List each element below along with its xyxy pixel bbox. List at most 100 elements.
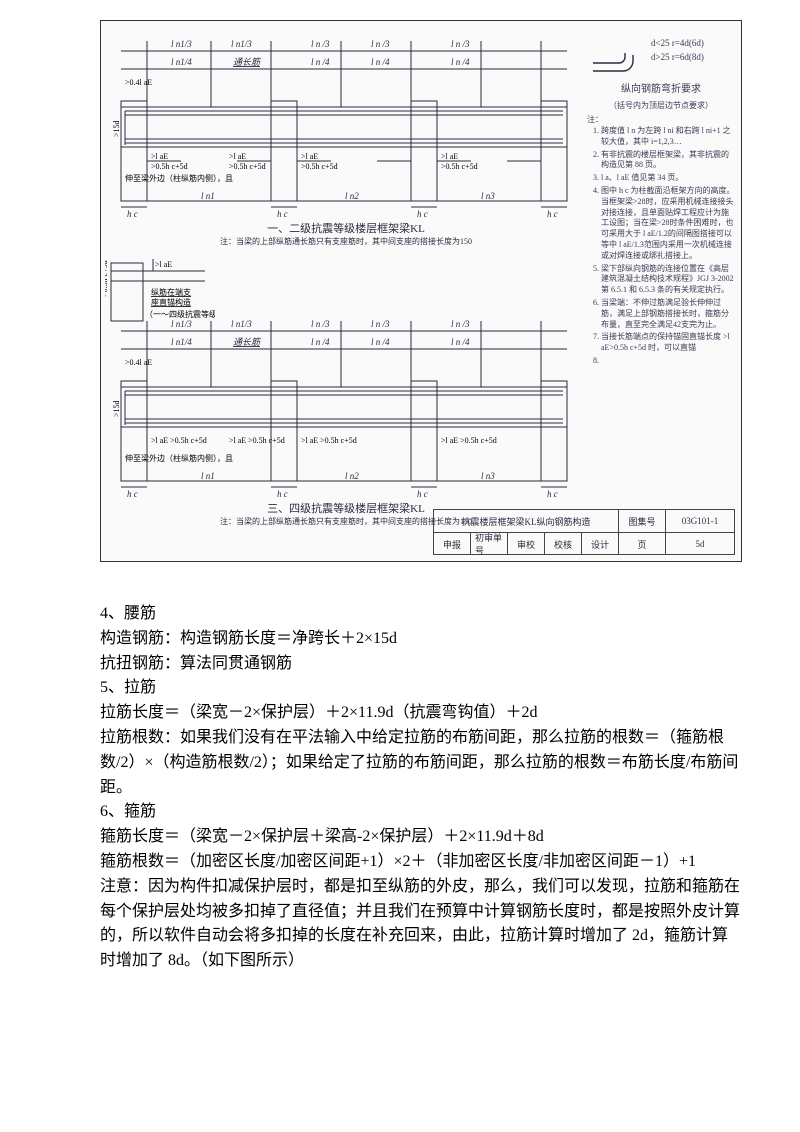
dim: l n1/3 [171,319,192,329]
body-line: 4、腰筋 [100,602,740,627]
dim: 伸至梁外边（柱纵筋内侧），且 [125,453,233,463]
dim: l n /3 [451,319,470,329]
diagram-side-panel: d<25 r=4d(6d) d>25 r=6d(8d) 纵向钢筋弯折要求 （括号… [587,31,735,507]
dim: l n1/4 [171,57,192,67]
dim: >0.5h c+5d [229,162,266,171]
beam-elevation-2: l n1/3 l n1/3 l n /3 l n /3 l n /3 l n1/… [111,311,581,501]
dim: l n /3 [371,39,390,49]
body-line: 5、拉筋 [100,676,740,701]
dim: >l aE [301,152,318,161]
hook-dim-1: d<25 r=4d(6d) [651,37,704,49]
tb-page: 5d [666,533,734,555]
tb-cell: 校核 [545,533,582,555]
dim: l n /4 [311,337,330,347]
body-line: 拉筋长度＝（梁宽－2×保护层）＋2×11.9d（抗震弯钩值）＋2d [100,701,740,726]
body-line: 构造钢筋：构造钢筋长度＝净跨长＋2×15d [100,627,740,652]
dim: >l aE >0.5h c+5d [229,436,285,445]
dim: l n1 [201,471,215,481]
dim: l n /4 [451,57,470,67]
dim: 通长筋 [233,57,262,67]
dim: >l aE [155,260,172,269]
hook-detail: d<25 r=4d(6d) d>25 r=6d(8d) [587,31,735,77]
dim: 通长筋 [233,337,262,347]
dim: h c [127,489,138,499]
body-line: 箍筋根数＝（加密区长度/加密区间距+1）×2＋（非加密区长度/非加密区间距－1）… [100,850,740,875]
dim: >0.4l aE [125,78,152,87]
tb-cell: 设计 [582,533,619,555]
caption-text: 三、四级抗震等级楼层框架梁KL [267,503,425,515]
side-note: l a、l aE 值见第 34 页。 [601,173,735,184]
dim: l n1/4 [171,337,192,347]
dim: h c [277,209,288,219]
dim: h c [127,209,138,219]
caption-text: 一、二级抗震等级楼层框架梁KL [267,223,425,235]
dim: l n1/3 [231,319,252,329]
title-block: 抗震楼层框架梁KL纵向钢筋构造 图集号 03G101-1 申报 初审单号 审校 … [433,509,735,555]
dim: l n /4 [371,337,390,347]
dim: 伸至梁外边（柱纵筋内侧），且 [125,173,233,183]
dim: l n /4 [371,57,390,67]
section1-caption: 一、二级抗震等级楼层框架梁KL 注：当梁的上部纵筋通长筋只有支座筋时，其中间支座… [111,220,581,247]
dim: >l aE [151,152,168,161]
body-line: 6、箍筋 [100,800,740,825]
dim: >0.5h c+5d [151,162,188,171]
dim: l n1/3 [171,39,192,49]
dim: >0.5h c+5d [105,260,109,297]
side-note: 当接长筋端点的保持锚固直锚长度 >l aE>0.5h c+5d 时，可以直锚 [601,332,735,354]
dim: >0.5h c+5d [301,162,338,171]
diagram-section-1: l n1/3 l n1/3 l n /3 l n /3 l n /3 l n1/… [111,31,581,251]
body-line: 注意：因为构件扣减保护层时，都是扣至纵筋的外皮，那么，我们可以发现，拉筋和箍筋在… [100,875,740,974]
sheet-no: 03G101-1 [666,510,734,532]
dim: >l aE >0.5h c+5d [301,436,357,445]
body-line: 拉筋根数：如果我们没有在平法输入中给定拉筋的布筋间距，那么拉筋的根数＝（箍筋根数… [100,726,740,800]
dim: h c [547,209,558,219]
drawing-title: 抗震楼层框架梁KL纵向钢筋构造 [434,510,619,532]
side-note: 当梁端：不伸过筋满足验长伸伸过筋，满足上部钢筋搭接长时，箍筋分布量，直至完全满足… [601,298,735,330]
side-notes-list: 跨度值 l n 为左跨 l ni 和右跨 l ni+1 之较大值，其中 i=1,… [587,126,735,367]
notes-title: 注： [587,115,735,126]
dim: l n /3 [311,319,330,329]
tb-cell: 申报 [434,533,471,555]
side-note: 有非抗震的楼层框架梁，其非抗震的构造见第 88 页。 [601,150,735,172]
dim: l n1/3 [231,39,252,49]
dim: l n3 [481,191,495,201]
tb-cell: 初审单号 [471,533,508,555]
dim: l n /4 [311,57,330,67]
dim: h c [547,489,558,499]
dim: >15d [112,400,121,417]
tb-cell: 审校 [508,533,545,555]
dim: >15d [112,120,121,137]
side-note: 梁下部纵向钢筋的连接位置在《高层建筑混凝土结构技术规程》JGJ 3-2002 第… [601,264,735,296]
dim: >l aE >0.5h c+5d [441,436,497,445]
sheet-label: 图集号 [619,510,666,532]
body-text: 4、腰筋 构造钢筋：构造钢筋长度＝净跨长＋2×15d 抗扭钢筋：算法同贯通钢筋 … [100,602,740,974]
dim: >l aE [229,152,246,161]
diagram-section-2: l n1/3 l n1/3 l n /3 l n /3 l n /3 l n1/… [111,311,581,531]
dim: >0.5h c+5d [441,162,478,171]
rebar-detail-diagram: l n1/3 l n1/3 l n /3 l n /3 l n /3 l n1/… [100,20,742,562]
dim: l n /3 [311,39,330,49]
beam-elevation-1: l n1/3 l n1/3 l n /3 l n /3 l n /3 l n1/… [111,31,581,221]
tb-cell: 页 [619,533,666,555]
side-note [601,356,735,367]
body-line: 箍筋长度＝（梁宽－2×保护层＋梁高-2×保护层）＋2×11.9d＋8d [100,825,740,850]
side-header-2: （括号内为顶层边节点要求） [587,101,735,112]
hook-dim-2: d>25 r=6d(8d) [651,51,704,63]
dim: l n2 [345,471,359,481]
dim: l n3 [481,471,495,481]
dim: >0.4l aE [125,358,152,367]
dim: 纵筋在端支 [151,287,191,297]
side-note: 图中 h c 为柱截面沿框架方向的高度。当框架梁>28时，应采用机械连接接头对接… [601,186,735,262]
dim: l n2 [345,191,359,201]
dim: h c [277,489,288,499]
dim: >l aE [441,152,458,161]
dim: l n /3 [451,39,470,49]
dim: l n1 [201,191,215,201]
caption-note: 注：当梁的上部纵筋通长筋只有支座筋时，其中间支座的搭接长度为150 [111,236,581,247]
body-line: 抗扭钢筋：算法同贯通钢筋 [100,652,740,677]
side-header-1: 纵向钢筋弯折要求 [587,83,735,97]
dim: l n /4 [451,337,470,347]
dim: 座直锚构造 [151,297,191,307]
dim: h c [417,489,428,499]
dim: >l aE >0.5h c+5d [151,436,207,445]
